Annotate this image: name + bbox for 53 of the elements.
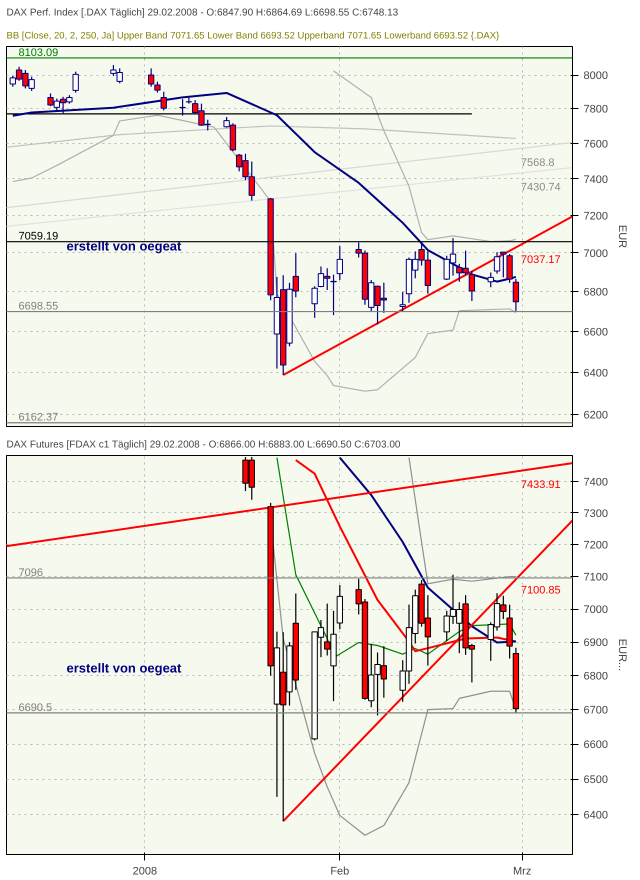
y-tick-label: 6400 [584, 810, 608, 822]
x-tick-label: 2008 [132, 866, 158, 878]
y-tick-label: 6600 [584, 739, 608, 752]
y-tick-label: 6700 [584, 704, 608, 717]
y-tick-label: 7400 [584, 174, 608, 186]
ref-line-label: 6698.55 [18, 300, 58, 313]
chart-subtitle: BB [Close, 20, 2, 250, Ja] Upper Band 7071.65 Lower Band 6693.52 Upperband 7071.65 Lowerband 6693.52 {.DAX} [6, 30, 500, 42]
line-series [338, 456, 517, 644]
y-tick-label: 7000 [584, 248, 608, 260]
y-axis-title: EUR... [616, 638, 628, 672]
y-axis-title: EUR [616, 224, 628, 248]
y-tick-label: 7300 [584, 508, 608, 520]
candlestick [494, 252, 500, 274]
candlestick [154, 81, 161, 94]
candlestick [311, 286, 318, 318]
x-tick-label: Feb [330, 866, 350, 878]
y-tick-label: 8000 [584, 70, 608, 82]
annotation: erstellt von oegeat [66, 660, 182, 676]
chart-title: DAX Futures [FDAX c1 Täglich] 29.02.2008 - O:6866.00 H:6883.00 L:6690.50 C:6703.00 [6, 440, 401, 450]
ref-line-label: 6690.5 [18, 702, 52, 714]
y-tick-label: 7200 [584, 210, 608, 222]
y-tick-label: 7400 [584, 476, 608, 489]
annotation: 7568.8 [520, 156, 555, 169]
y-tick-label: 6500 [584, 774, 608, 786]
annotation: 7430.74 [520, 181, 561, 194]
candlestick [330, 274, 337, 316]
y-tick-label: 6800 [584, 286, 608, 299]
ref-line-label: 6162.37 [18, 412, 58, 424]
annotation: 7037.17 [520, 254, 561, 266]
y-tick-label: 7100 [584, 572, 608, 584]
candlestick [148, 68, 154, 88]
annotation: erstellt von oegeat [66, 238, 182, 254]
candlestick [400, 291, 406, 313]
candlestick [500, 252, 506, 278]
y-tick-label: 6200 [584, 410, 608, 422]
annotation: 7433.91 [520, 479, 561, 492]
y-tick-label: 7200 [584, 540, 608, 552]
x-tick-label: Mrz [513, 866, 532, 878]
chart-title: DAX Perf. Index [.DAX Täglich] 29.02.2008 - O:6847.90 H:6864.69 L:6698.55 C:6748.13 [6, 8, 399, 18]
y-tick-label: 6600 [584, 326, 608, 338]
y-tick-label: 6800 [584, 670, 608, 683]
ref-line-label: 7096 [18, 566, 43, 579]
annotation: 7100.85 [520, 584, 561, 596]
y-tick-label: 7600 [584, 138, 608, 150]
candlestick [336, 245, 343, 281]
y-tick-label: 6900 [584, 637, 608, 650]
candlestick [72, 71, 79, 94]
ref-line-label: 7059.19 [18, 230, 58, 243]
line-series [408, 457, 516, 584]
y-tick-label: 6400 [584, 367, 608, 380]
y-tick-label: 7800 [584, 104, 608, 116]
ref-line-label: 8103.09 [18, 46, 58, 59]
y-tick-label: 7000 [584, 604, 608, 616]
